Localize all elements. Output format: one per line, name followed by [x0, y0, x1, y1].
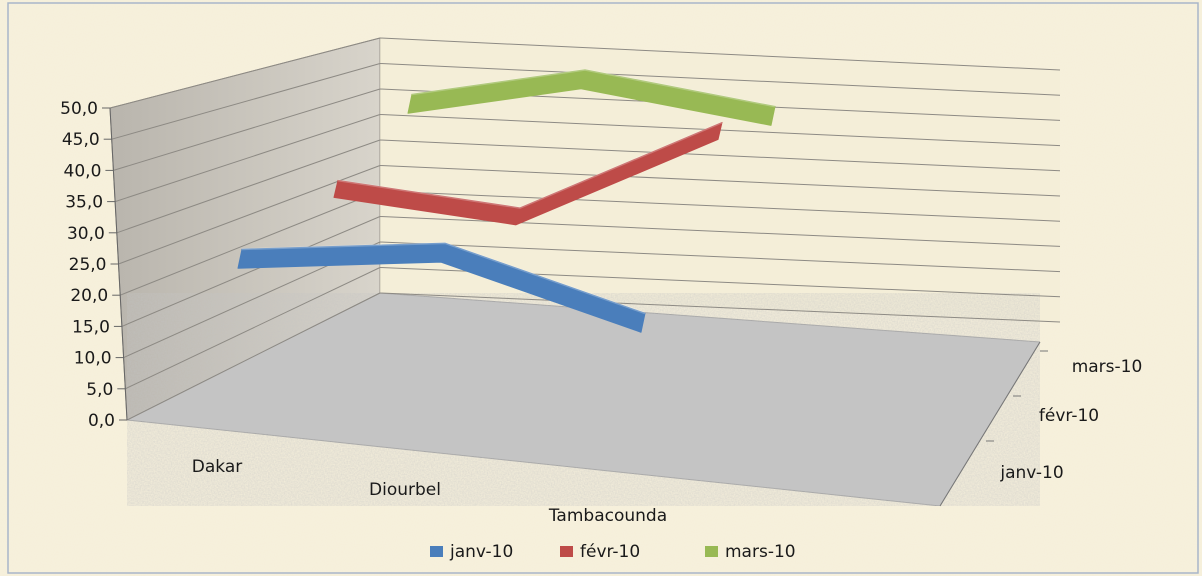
y-tick-label: 10,0 [74, 349, 112, 369]
legend-swatch [705, 546, 718, 557]
y-tick-label: 35,0 [65, 193, 103, 213]
depth-label: févr-10 [1039, 406, 1099, 426]
back-wall [380, 38, 1060, 322]
y-tick-label: 5,0 [86, 380, 113, 400]
legend-label: févr-10 [580, 542, 640, 562]
legend-label: janv-10 [449, 542, 513, 562]
legend: janv-10 févr-10 mars-10 [430, 542, 796, 562]
legend-swatch [560, 546, 573, 557]
y-tick-label: 20,0 [70, 286, 108, 306]
y-tick-label: 15,0 [72, 317, 110, 337]
y-tick-label: 30,0 [67, 224, 105, 244]
category-label: Dakar [192, 457, 242, 477]
legend-swatch [430, 546, 443, 557]
y-tick-label: 50,0 [60, 99, 98, 119]
legend-label: mars-10 [725, 542, 796, 562]
y-tick-label: 40,0 [64, 161, 102, 181]
depth-label: janv-10 [999, 463, 1063, 483]
category-label: Diourbel [369, 480, 441, 500]
depth-label: mars-10 [1072, 357, 1143, 377]
category-label: Tambacounda [548, 506, 667, 526]
y-tick-label: 0,0 [88, 411, 115, 431]
y-tick-label: 45,0 [62, 130, 100, 150]
y-tick-label: 25,0 [69, 255, 107, 275]
